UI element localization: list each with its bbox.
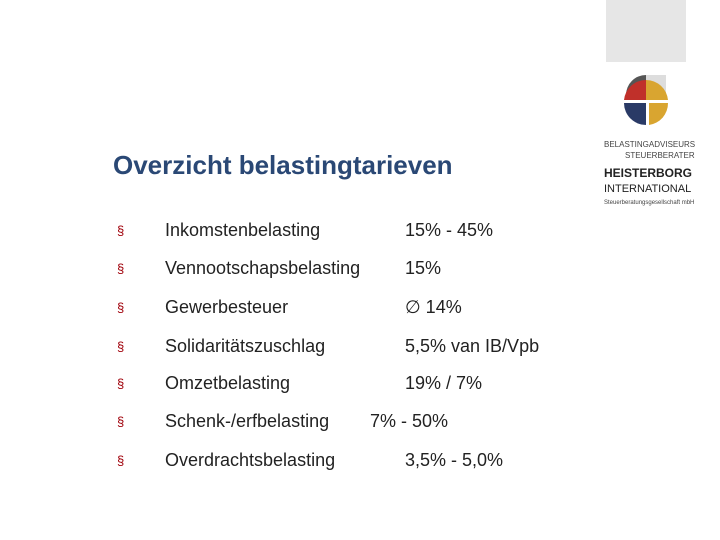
tax-rate: 19% / 7% [405,373,483,393]
logo-text: STEUERBERATER [625,151,695,160]
tax-label: Vennootschapsbelasting [165,258,361,278]
logo-piece [649,103,669,125]
tax-rate: ∅ 14% [405,297,462,317]
tax-label: Schenk-/erfbelasting [165,411,330,431]
logo-name: HEISTERBORG [604,166,693,180]
bullet: § [117,453,125,468]
logo-piece [624,103,646,125]
tax-rate: 3,5% - 5,0% [405,450,504,470]
tax-rate: 15% [405,258,442,278]
tax-label: Gewerbesteuer [165,297,289,317]
logo-text: BELASTINGADVISEURS [604,140,696,149]
tax-label: Omzetbelasting [165,373,291,393]
tax-label: Overdrachtsbelasting [165,450,336,470]
logo-piece [646,79,668,100]
bullet: § [117,414,125,429]
tax-label: Solidaritätszuschlag [165,336,326,356]
logo-name: INTERNATIONAL [604,183,692,195]
bullet: § [117,261,125,276]
bullet: § [117,339,125,354]
logo-tagline: Steuerberatungsgesellschaft mbH [604,200,695,206]
logo-block [606,0,686,62]
tax-rate: 7% - 50% [370,411,449,431]
tax-rate: 5,5% van IB/Vpb [405,336,540,356]
tax-rate: 15% - 45% [405,220,494,240]
bullet: § [117,300,125,315]
logo-piece [624,79,646,100]
bullet: § [117,376,125,391]
bullet: § [117,223,125,238]
slide-title: Overzicht belastingtarieven [113,150,453,180]
tax-label: Inkomstenbelasting [165,220,321,240]
